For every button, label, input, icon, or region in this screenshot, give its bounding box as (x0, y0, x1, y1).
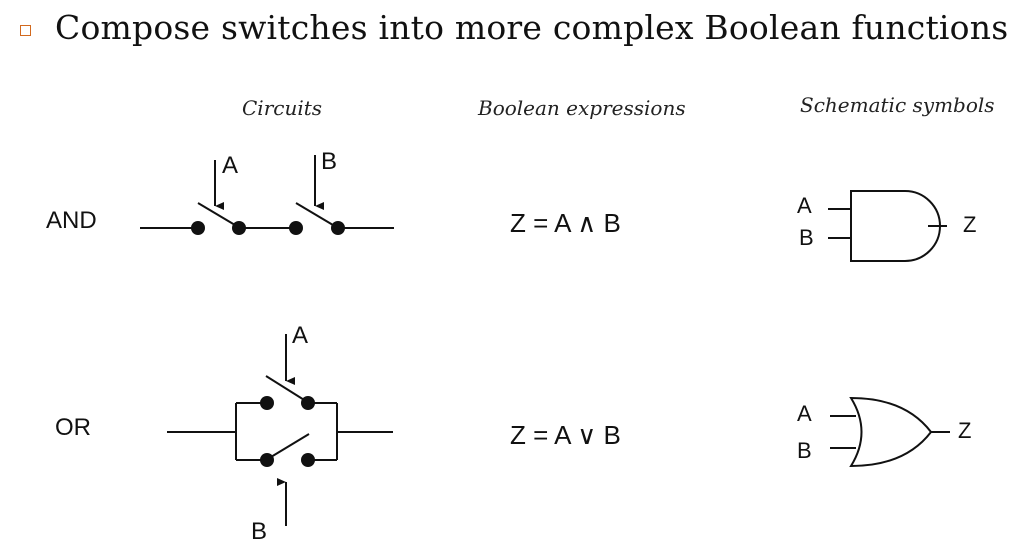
or-gate-symbol (830, 396, 950, 468)
or-gate-input-b-label: B (797, 438, 812, 463)
or-gate-output-label: Z (958, 418, 972, 443)
or-switch-b-blade (265, 433, 310, 461)
and-contact-1 (191, 221, 205, 235)
and-switch-b-label: B (321, 148, 338, 175)
column-header-symbols: Schematic symbols (800, 93, 995, 117)
or-switch-a-blade (265, 375, 310, 404)
and-contact-4 (331, 221, 345, 235)
or-circuit-contacts (260, 396, 315, 467)
column-header-expressions: Boolean expressions (478, 96, 686, 120)
slide-title: Compose switches into more complex Boole… (55, 8, 1009, 47)
and-series-circuit (140, 155, 394, 229)
and-switch-a-label: A (222, 152, 239, 179)
or-parallel-circuit (167, 334, 393, 526)
and-gate-output-label: Z (963, 212, 977, 237)
and-gate-symbol (828, 190, 947, 262)
or-switch-a-label: A (292, 322, 309, 349)
or-switch-b-label: B (251, 518, 268, 545)
or-contact-1 (260, 396, 274, 410)
and-gate-body (850, 190, 941, 262)
and-expression: Z = A ∧ B (510, 208, 621, 238)
and-switch-b-blade (295, 202, 339, 229)
and-gate-input-a-label: A (797, 193, 812, 218)
or-contact-2 (301, 396, 315, 410)
and-contact-3 (289, 221, 303, 235)
and-switch-a-blade (197, 202, 241, 229)
bullet-square-icon (20, 25, 31, 36)
and-gate-input-b-label: B (799, 225, 814, 250)
and-contact-2 (232, 221, 246, 235)
or-expression: Z = A ∨ B (510, 420, 621, 450)
row-label-or: OR (55, 414, 91, 441)
or-contact-3 (260, 453, 274, 467)
and-circuit-contacts (191, 221, 345, 235)
or-contact-4 (301, 453, 315, 467)
column-header-circuits: Circuits (242, 96, 323, 120)
or-gate-input-a-label: A (797, 401, 812, 426)
row-label-and: AND (46, 207, 97, 234)
or-gate-body (849, 396, 933, 468)
slide-title-row: Compose switches into more complex Boole… (20, 8, 1008, 47)
